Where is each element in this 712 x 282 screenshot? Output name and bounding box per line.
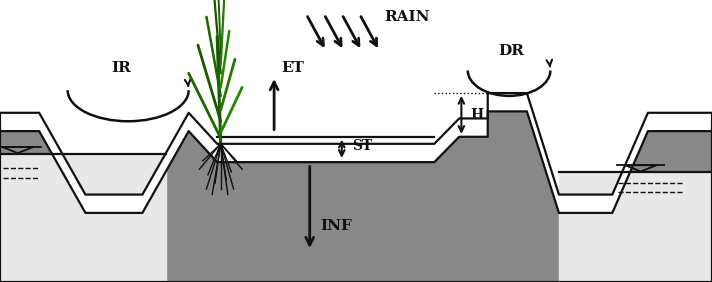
Text: IR: IR [111, 61, 131, 75]
Text: INF: INF [320, 219, 352, 233]
Text: ST: ST [352, 139, 372, 153]
Text: DR: DR [498, 44, 524, 58]
Polygon shape [0, 93, 712, 213]
Polygon shape [0, 93, 712, 282]
Text: RAIN: RAIN [384, 10, 430, 24]
Text: H: H [470, 108, 483, 122]
Text: ET: ET [281, 61, 304, 75]
